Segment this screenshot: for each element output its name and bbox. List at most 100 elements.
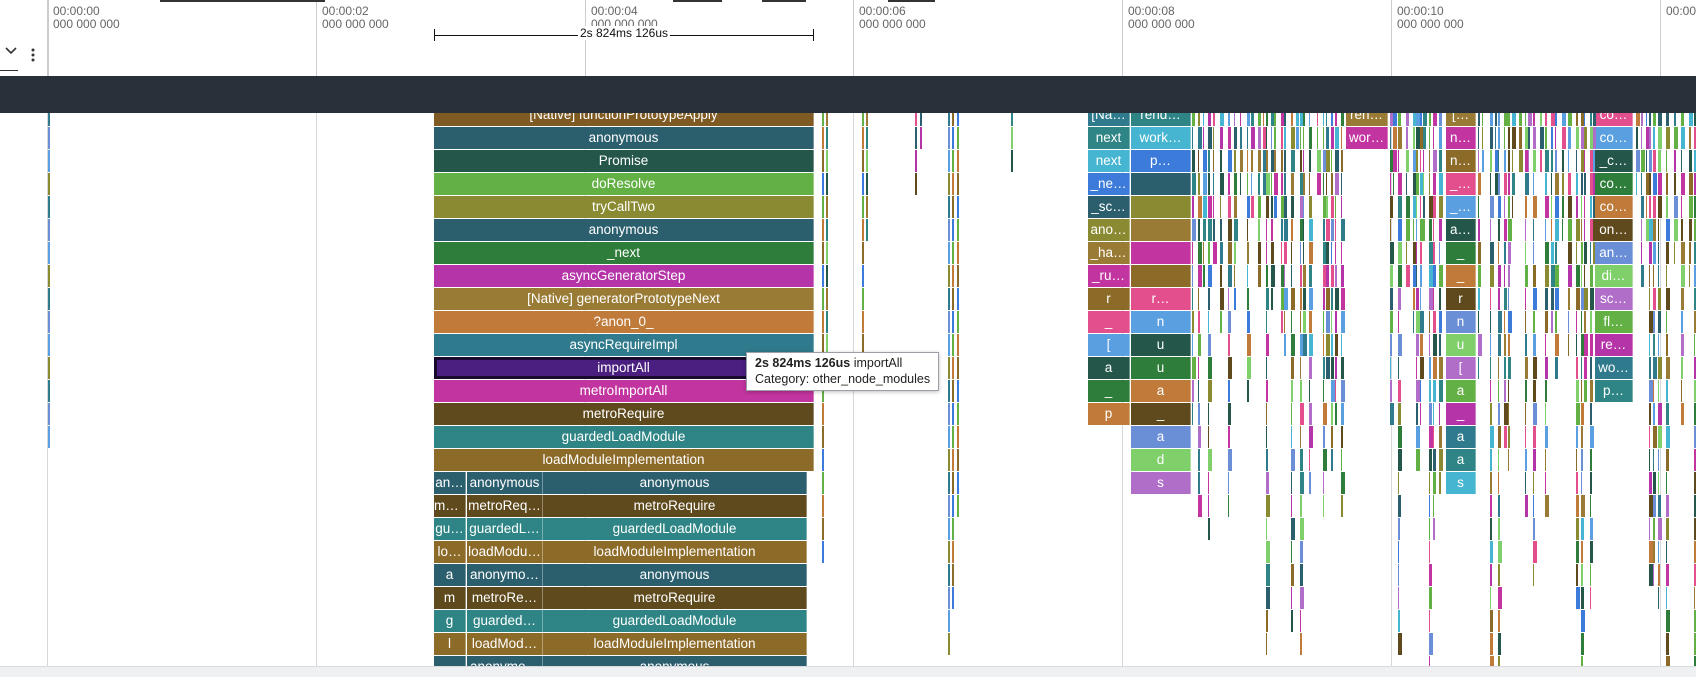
flame-sliver[interactable]	[1439, 334, 1441, 356]
flame-sliver[interactable]	[1192, 113, 1195, 126]
flame-sliver[interactable]	[1504, 311, 1505, 333]
flame-sliver[interactable]	[1681, 242, 1685, 264]
flame-sliver[interactable]	[1413, 150, 1416, 172]
flame-sliver[interactable]	[1545, 403, 1546, 425]
flame-sliver[interactable]	[1545, 113, 1547, 126]
flame-slice[interactable]: loadModu…	[467, 541, 543, 563]
flame-sliver[interactable]	[1300, 495, 1302, 517]
flame-sliver[interactable]	[948, 426, 950, 448]
flame-sliver[interactable]	[1478, 173, 1481, 195]
flame-sliver[interactable]	[1317, 127, 1318, 149]
flame-sliver[interactable]	[952, 380, 954, 402]
flame-sliver[interactable]	[1203, 173, 1207, 195]
flame-sliver[interactable]	[1666, 219, 1670, 241]
flame-sliver[interactable]	[1490, 173, 1491, 195]
flame-sliver[interactable]	[1439, 150, 1442, 172]
flame-sliver[interactable]	[1581, 472, 1582, 494]
flame-slice[interactable]: p…	[1595, 380, 1633, 402]
flame-sliver[interactable]	[1335, 113, 1337, 126]
flame-sliver[interactable]	[1413, 196, 1416, 218]
flame-sliver[interactable]	[1439, 219, 1442, 241]
flame-sliver[interactable]	[1192, 150, 1195, 172]
flame-sliver[interactable]	[1429, 472, 1430, 494]
flame-slice[interactable]: _	[1446, 403, 1476, 425]
flame-sliver[interactable]	[1525, 334, 1527, 356]
flame-sliver[interactable]	[1636, 173, 1637, 195]
flame-sliver[interactable]	[1666, 334, 1668, 356]
flame-sliver[interactable]	[920, 127, 922, 149]
flame-sliver[interactable]	[1478, 311, 1479, 333]
flame-sliver[interactable]	[1198, 242, 1202, 264]
flame-sliver[interactable]	[1490, 587, 1491, 609]
flame-sliver[interactable]	[1584, 288, 1588, 310]
flame-slice[interactable]: next	[1088, 150, 1130, 172]
flame-sliver[interactable]	[822, 288, 824, 310]
flame-sliver[interactable]	[1593, 196, 1595, 218]
flame-sliver[interactable]	[1433, 426, 1434, 448]
flame-sliver[interactable]	[1653, 311, 1655, 333]
flame-sliver[interactable]	[1251, 127, 1255, 149]
flame-sliver[interactable]	[1658, 288, 1661, 310]
flame-sliver[interactable]	[1590, 564, 1591, 586]
flame-sliver[interactable]	[1555, 127, 1556, 149]
flame-sliver[interactable]	[952, 357, 954, 379]
flame-sliver[interactable]	[1649, 472, 1652, 494]
flame-sliver[interactable]	[1429, 219, 1432, 241]
flame-sliver[interactable]	[1649, 196, 1651, 218]
flame-sliver[interactable]	[1545, 127, 1547, 149]
flame-slice[interactable]: [	[1088, 334, 1130, 356]
flame-sliver[interactable]	[1203, 219, 1206, 241]
flame-slice[interactable]: anonymous	[467, 472, 543, 494]
flame-sliver[interactable]	[48, 311, 50, 333]
flame-slice[interactable]: rend…	[1131, 113, 1191, 126]
flame-sliver[interactable]	[1323, 334, 1324, 356]
flame-sliver[interactable]	[1490, 518, 1492, 540]
flame-sliver[interactable]	[1498, 564, 1500, 586]
flame-sliver[interactable]	[1192, 127, 1193, 149]
flame-sliver[interactable]	[1416, 426, 1420, 448]
flame-sliver[interactable]	[1228, 472, 1229, 494]
flame-sliver[interactable]	[1291, 610, 1293, 632]
flame-sliver[interactable]	[1666, 265, 1667, 287]
flame-sliver[interactable]	[1666, 541, 1667, 563]
flame-sliver[interactable]	[1490, 357, 1491, 379]
flame-sliver[interactable]	[1323, 196, 1326, 218]
flame-sliver[interactable]	[1323, 127, 1324, 149]
flame-sliver[interactable]	[1490, 265, 1494, 287]
flame-sliver[interactable]	[1213, 150, 1214, 172]
flame-sliver[interactable]	[1512, 150, 1513, 172]
flame-sliver[interactable]	[1653, 127, 1655, 149]
flame-sliver[interactable]	[862, 334, 864, 356]
flame-sliver[interactable]	[1309, 334, 1313, 356]
flame-slice[interactable]: wor…	[1346, 127, 1388, 149]
flame-slice[interactable]: an…	[1595, 242, 1633, 264]
more-vert-icon[interactable]	[30, 48, 36, 62]
flame-sliver[interactable]	[1433, 288, 1434, 310]
flame-sliver[interactable]	[1198, 311, 1200, 333]
flame-sliver[interactable]	[48, 150, 50, 172]
flame-sliver[interactable]	[1291, 288, 1295, 310]
flame-sliver[interactable]	[1439, 426, 1442, 448]
flame-sliver[interactable]	[1551, 265, 1555, 287]
flame-sliver[interactable]	[1689, 113, 1693, 126]
flame-sliver[interactable]	[1300, 449, 1303, 471]
flame-sliver[interactable]	[1213, 113, 1215, 126]
flame-sliver[interactable]	[1429, 127, 1430, 149]
flame-slice[interactable]: a	[1131, 380, 1191, 402]
flame-sliver[interactable]	[866, 150, 868, 172]
flame-sliver[interactable]	[1274, 173, 1278, 195]
flame-sliver[interactable]	[1398, 449, 1402, 471]
flame-sliver[interactable]	[1198, 495, 1202, 517]
flame-sliver[interactable]	[1429, 587, 1432, 609]
flame-sliver[interactable]	[866, 196, 868, 218]
flame-sliver[interactable]	[1300, 541, 1303, 563]
flame-sliver[interactable]	[1300, 150, 1302, 172]
flame-slice[interactable]: _…	[1446, 196, 1476, 218]
flame-sliver[interactable]	[1528, 127, 1530, 149]
flame-sliver[interactable]	[1533, 265, 1536, 287]
flame-sliver[interactable]	[1266, 541, 1270, 563]
flame-slice[interactable]: asyncGeneratorStep	[434, 265, 814, 287]
flame-sliver[interactable]	[1291, 334, 1295, 356]
flame-slice[interactable]: ?anon_0_	[434, 311, 814, 333]
flame-sliver[interactable]	[822, 449, 824, 471]
